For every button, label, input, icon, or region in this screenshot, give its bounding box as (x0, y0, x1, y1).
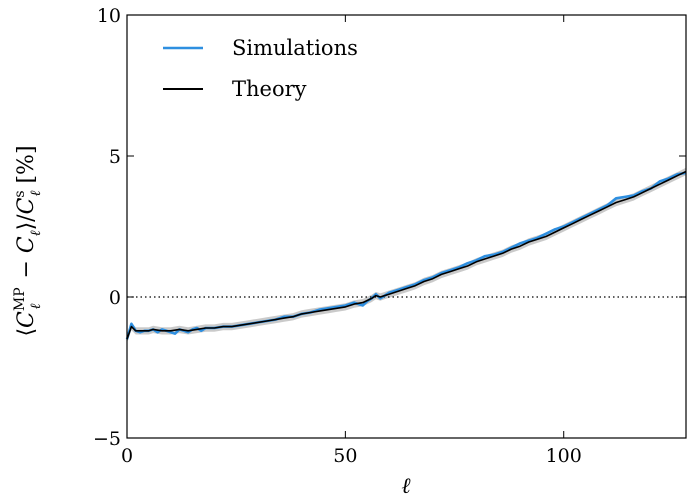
legend-label-simulations: Simulations (232, 36, 358, 60)
x-tick-label: 0 (121, 445, 133, 467)
y-axis-label: ⟨CMPℓ − Cℓ⟩/Csℓ [%] (12, 145, 44, 336)
x-tick-label: 50 (333, 445, 357, 467)
series-line-simulations (125, 171, 687, 340)
x-tick-label: 100 (546, 445, 582, 467)
x-axis-label: ℓ (401, 474, 411, 499)
y-tick-label: −5 (93, 428, 121, 450)
y-tick-label: 0 (109, 287, 121, 309)
svg-text:⟨CMPℓ − Cℓ⟩/Csℓ [%]: ⟨CMPℓ − Cℓ⟩/Csℓ [%] (12, 145, 44, 336)
plot-frame (126, 14, 687, 439)
y-tick-label: 5 (109, 146, 121, 168)
legend-label-theory: Theory (232, 77, 307, 101)
y-tick-label: 10 (97, 5, 121, 27)
legend: Simulations Theory (163, 36, 358, 101)
theory-uncertainty-band (127, 167, 686, 343)
series-line-theory (126, 170, 687, 340)
